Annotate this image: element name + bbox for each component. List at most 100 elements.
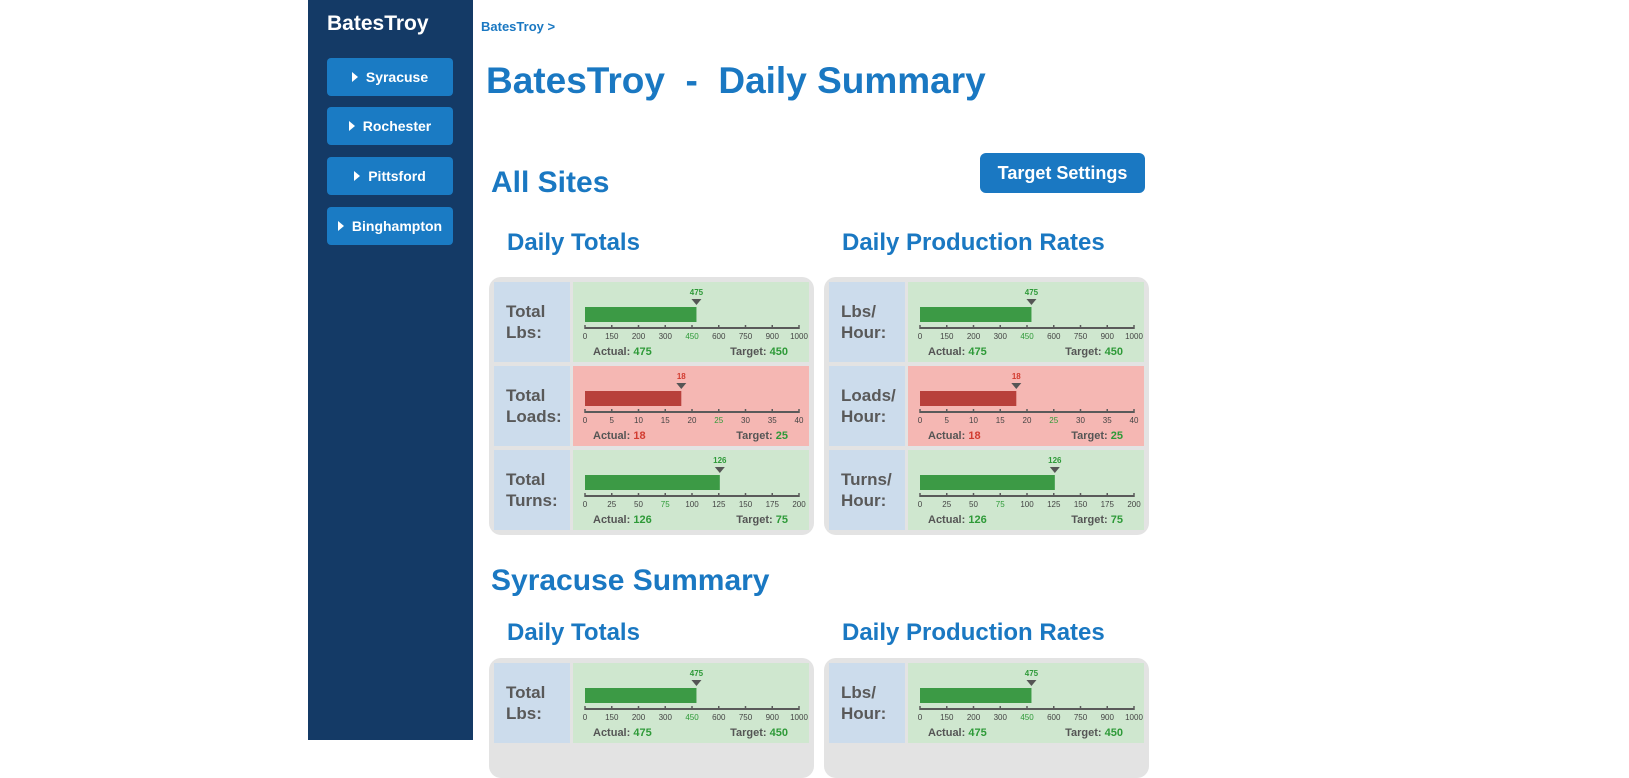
target-label: Target: [1065, 346, 1102, 358]
sidebar-brand: BatesTroy [327, 12, 429, 35]
target-value: 75 [775, 514, 788, 526]
axis-tick-label: 450 [685, 713, 699, 722]
actual-value: 126 [968, 514, 987, 526]
metric-label: Loads/Hour: [829, 366, 905, 446]
actual-bar [585, 475, 720, 490]
actual-label: Actual: [928, 514, 966, 526]
actual-bar [920, 688, 1032, 703]
axis-tick-label: 150 [605, 713, 619, 722]
axis-tick-label: 200 [632, 332, 646, 341]
axis-tick-label: 35 [1103, 416, 1112, 425]
sidebar: BatesTroy Syracuse Rochester Pittsford B… [308, 0, 473, 740]
axis-tick-label: 0 [918, 713, 923, 722]
gauge: 0 150 200 300 450 600 750 900 1000 475 Actual: 475… [908, 663, 1144, 743]
axis-tick-label: 30 [1076, 416, 1085, 425]
sidebar-item-binghampton[interactable]: Binghampton [327, 207, 453, 245]
axis-tick-label: 1000 [1125, 332, 1143, 341]
actual-label: Actual: [593, 514, 631, 526]
target-readout: Target: 25 [1071, 430, 1123, 442]
target-settings-button[interactable]: Target Settings [980, 153, 1145, 193]
actual-label: Actual: [928, 346, 966, 358]
gauge-footer: Actual: 126 Target: 75 [908, 514, 1144, 528]
actual-readout: Actual: 475 [928, 727, 987, 739]
sidebar-item-pittsford[interactable]: Pittsford [327, 157, 453, 195]
axis-tick-label: 150 [1074, 500, 1088, 509]
actual-readout: Actual: 475 [593, 346, 652, 358]
metric-label-line2: Turns: [506, 491, 558, 510]
metric-label-line1: Total [506, 386, 546, 405]
actual-label: Actual: [928, 430, 966, 442]
axis-tick-label: 25 [607, 500, 616, 509]
axis-tick-label: 75 [996, 500, 1005, 509]
target-label: Target: [736, 514, 773, 526]
axis-tick-label: 200 [632, 713, 646, 722]
section-title-all-sites: All Sites [491, 166, 610, 199]
actual-marker-label: 18 [677, 372, 686, 381]
metric-label: Turns/Hour: [829, 450, 905, 530]
actual-label: Actual: [593, 346, 631, 358]
caret-right-icon [354, 171, 361, 181]
gauge: 0 25 50 75 100 125 150 175 200 126 Actual: 126 Targ… [573, 450, 809, 530]
sidebar-item-syracuse[interactable]: Syracuse [327, 58, 453, 96]
actual-marker-label: 126 [1048, 456, 1062, 465]
axis-tick-label: 0 [583, 416, 588, 425]
actual-readout: Actual: 126 [928, 514, 987, 526]
metric-label-line2: Lbs: [506, 704, 542, 723]
actual-readout: Actual: 18 [928, 430, 981, 442]
sidebar-item-rochester[interactable]: Rochester [327, 107, 453, 145]
axis-tick-label: 1000 [790, 332, 808, 341]
gauge-footer: Actual: 475 Target: 450 [573, 346, 809, 360]
axis-tick-label: 0 [583, 332, 588, 341]
metric-label-line2: Hour: [841, 323, 887, 342]
gauge: 0 25 50 75 100 125 150 175 200 126 Actual: 126 Targ… [908, 450, 1144, 530]
axis-tick-label: 900 [766, 332, 780, 341]
axis-tick-label: 750 [1074, 332, 1088, 341]
axis-tick-label: 0 [583, 500, 588, 509]
breadcrumb[interactable]: BatesTroy > [481, 19, 556, 34]
actual-value: 18 [633, 430, 646, 442]
axis-tick-label: 30 [741, 416, 750, 425]
metric-label: Total Turns: [494, 450, 570, 530]
target-value: 25 [1110, 430, 1123, 442]
axis-tick-label: 450 [1020, 332, 1034, 341]
daily-production-rates-title: Daily Production Rates [842, 619, 1105, 646]
target-readout: Target: 25 [736, 430, 788, 442]
actual-marker-label: 126 [713, 456, 727, 465]
axis-tick-label: 600 [1047, 332, 1061, 341]
sidebar-item-label: Binghampton [351, 218, 443, 234]
target-readout: Target: 75 [1071, 514, 1123, 526]
actual-bar [585, 307, 697, 322]
daily-totals-panel: Total Lbs: 0 150 200 300 450 600 750 900 1000 475 Ac… [489, 658, 814, 778]
gauge: 0 150 200 300 450 600 750 900 1000 475 Actual: 475… [573, 663, 809, 743]
caret-right-icon [351, 72, 358, 82]
sidebar-item-label: Syracuse [365, 69, 429, 85]
actual-bar [585, 391, 682, 406]
actual-readout: Actual: 126 [593, 514, 652, 526]
metric-label-line1: Turns/ [841, 470, 892, 489]
axis-tick-label: 300 [659, 332, 673, 341]
axis-tick-label: 50 [634, 500, 643, 509]
gauge: 0 150 200 300 450 600 750 900 1000 475 Actual: 475… [908, 282, 1144, 362]
actual-marker-icon [714, 467, 725, 473]
target-readout: Target: 75 [736, 514, 788, 526]
actual-marker-icon [691, 299, 702, 305]
daily-totals-title: Daily Totals [507, 229, 640, 256]
axis-tick-label: 900 [766, 713, 780, 722]
actual-value: 475 [968, 727, 987, 739]
gauge-footer: Actual: 475 Target: 450 [573, 727, 809, 741]
axis-tick-label: 200 [792, 500, 806, 509]
axis-tick-label: 1000 [1125, 713, 1143, 722]
caret-right-icon [348, 121, 355, 131]
main-content: BatesTroy > BatesTroy - Daily Summary Al… [473, 0, 1629, 778]
target-readout: Target: 450 [730, 727, 788, 739]
metric-label: Total Loads: [494, 366, 570, 446]
metric-label: Lbs/Hour: [829, 663, 905, 743]
axis-tick-label: 35 [768, 416, 777, 425]
page-title: BatesTroy - Daily Summary [486, 60, 986, 101]
target-label: Target: [1065, 727, 1102, 739]
actual-value: 18 [968, 430, 981, 442]
target-value: 75 [1110, 514, 1123, 526]
sidebar-item-label: Pittsford [368, 168, 426, 184]
target-value: 450 [769, 727, 788, 739]
gauge: 0 150 200 300 450 600 750 900 1000 475 Actual: 475… [573, 282, 809, 362]
